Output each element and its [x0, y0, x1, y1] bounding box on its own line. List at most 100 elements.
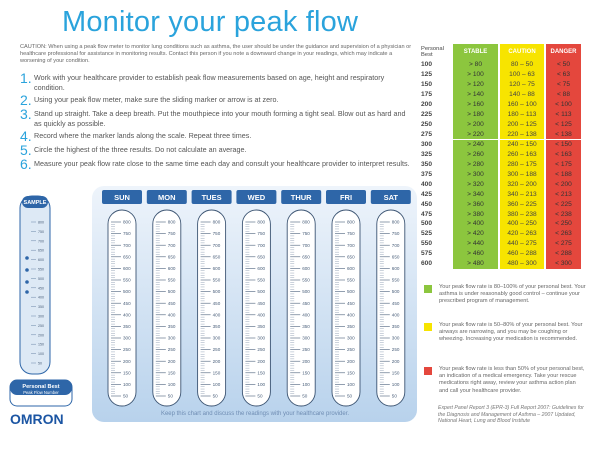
zone-cell: 480 – 300	[500, 258, 544, 269]
meter-scale-label: 650	[123, 254, 131, 259]
meter-scale-label: 300	[347, 336, 355, 341]
meter-scale-label: 550	[392, 278, 400, 283]
sample-scale-label: 650	[38, 249, 44, 253]
zone-cell: < 138	[546, 129, 581, 140]
meter-scale-label: 200	[213, 359, 221, 364]
meter-scale-label: 750	[347, 231, 355, 236]
sample-marker	[25, 268, 29, 272]
meter-scale-label: 650	[347, 254, 355, 259]
zone-cell: > 300	[453, 169, 498, 180]
meter-scale-label: 250	[392, 347, 400, 352]
step-text: Record where the marker lands along the …	[34, 131, 252, 140]
zone-cell: < 100	[546, 99, 581, 110]
sample-scale-label: 600	[38, 258, 44, 262]
zone-cell: 340 – 213	[500, 189, 544, 200]
meter-scale-label: 600	[123, 266, 131, 271]
meter-scale-label: 400	[123, 312, 131, 317]
zone-cell: < 200	[546, 179, 581, 190]
meter-scale-label: 150	[392, 370, 400, 375]
sample-marker	[25, 290, 29, 294]
meter-scale-label: 300	[302, 336, 310, 341]
personal-best-value: 525	[421, 230, 433, 238]
personal-best-value: 375	[421, 170, 433, 178]
meter-scale-label: 600	[392, 266, 400, 271]
meter-scale-label: 200	[257, 359, 265, 364]
zone-row: 350 > 280 280 – 175 < 175	[421, 159, 583, 170]
zone-cell: > 160	[453, 99, 498, 110]
meter-scale-label: 450	[257, 301, 265, 306]
sample-scale-label: 250	[38, 324, 44, 328]
meter-scale-label: 350	[302, 324, 310, 329]
sample-scale-label: 300	[38, 315, 44, 319]
sample-meter	[19, 195, 51, 375]
meter-scale-label: 250	[347, 347, 355, 352]
meter-scale-label: 500	[257, 289, 265, 294]
zone-header: Personal Best	[421, 45, 444, 59]
zone-row: 475 > 380 380 – 238 < 238	[421, 209, 583, 219]
meter-scale-label: 400	[302, 312, 310, 317]
meter-scale-label: 750	[123, 231, 131, 236]
zone-cell: < 275	[546, 238, 581, 249]
meter-scale-label: 700	[347, 243, 355, 248]
meter-scale-label: 400	[392, 312, 400, 317]
zone-cell: < 125	[546, 119, 581, 130]
zone-cell: 220 – 138	[500, 129, 544, 140]
sample-scale-label: 750	[38, 230, 44, 234]
day-label: SUN	[114, 193, 130, 202]
zone-cell: > 280	[453, 159, 498, 170]
meter-scale-label: 500	[168, 289, 176, 294]
meter-scale-label: 150	[213, 370, 221, 375]
zone-cell: < 300	[546, 258, 581, 269]
zone-cell: > 480	[453, 258, 498, 269]
personal-best-value: 500	[421, 220, 433, 228]
zone-cell: 360 – 225	[500, 199, 544, 210]
personal-best-value: 175	[421, 91, 433, 99]
personal-best-value: 125	[421, 71, 433, 79]
zone-cell: 140 – 88	[500, 89, 544, 100]
day-label: MON	[158, 193, 176, 202]
zone-cell: < 225	[546, 199, 581, 210]
step-text: Stand up straight. Take a deep breath. P…	[34, 109, 406, 128]
sample-scale-label: 450	[38, 286, 44, 290]
zone-row: 150 > 120 120 – 75 < 75	[421, 79, 583, 90]
sample-scale-label: 500	[38, 277, 44, 281]
zone-row: 525 > 420 420 – 263 < 263	[421, 228, 583, 239]
meter-scale-label: 550	[302, 278, 310, 283]
personal-best-value: 350	[421, 160, 433, 168]
legend-item: Your peak flow rate is 80–100% of your p…	[424, 284, 586, 306]
legend-swatch	[424, 323, 432, 331]
meter-scale-label: 650	[257, 254, 265, 259]
meter-scale-label: 250	[123, 347, 131, 352]
step-number: 1.	[20, 70, 32, 86]
meter-scale-label: 550	[168, 278, 176, 283]
zone-cell: 280 – 175	[500, 159, 544, 170]
sample-marker	[25, 280, 29, 284]
zone-cell: < 288	[546, 248, 581, 259]
zone-cell: < 238	[546, 209, 581, 219]
meter-scale-label: 700	[213, 243, 221, 248]
zone-row: 400 > 320 320 – 200 < 200	[421, 179, 583, 190]
meter-scale-label: 550	[347, 278, 355, 283]
legend-item: Your peak flow rate is less than 50% of …	[424, 366, 586, 395]
zone-row: 375 > 300 300 – 188 < 188	[421, 169, 583, 180]
legend-swatch	[424, 367, 432, 375]
meter-scale-label: 350	[213, 324, 221, 329]
meter-scale-label: 50	[168, 394, 174, 399]
meter-scale-label: 200	[123, 359, 131, 364]
personal-best-value: 100	[421, 61, 433, 69]
meter-scale-label: 500	[347, 289, 355, 294]
meter-scale-label: 400	[168, 312, 176, 317]
meter-scale-label: 800	[257, 220, 265, 225]
meter-scale-label: 300	[213, 336, 221, 341]
meter-scale-label: 800	[123, 220, 131, 225]
step: 3. Stand up straight. Take a deep breath.…	[20, 106, 415, 128]
step-number: 3.	[20, 106, 32, 122]
day-label: THUR	[291, 193, 312, 202]
title: Monitor your peak flow	[62, 6, 359, 38]
meter-scale-label: 250	[213, 347, 221, 352]
day-header	[146, 190, 187, 204]
step-number: 4.	[20, 128, 32, 144]
personal-best-value: 225	[421, 111, 433, 119]
